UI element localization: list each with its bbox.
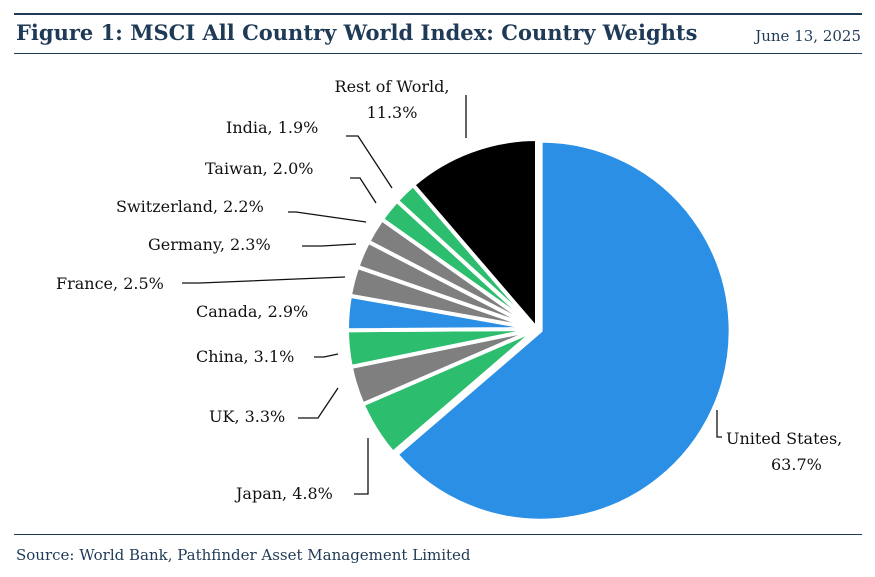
label-taiwan: Taiwan, 2.0% — [205, 159, 313, 178]
leader-china — [314, 353, 339, 358]
slice-labels: United States, 63.7% Japan, 4.8% UK, 3.3% Ch… — [56, 77, 842, 503]
leader-united-states — [716, 410, 722, 438]
label-china: China, 3.1% — [196, 347, 294, 366]
value-label-united-states: 63.7% — [771, 455, 822, 474]
label-uk: UK, 3.3% — [209, 407, 285, 426]
figure-date: June 13, 2025 — [755, 27, 861, 45]
slice-rest-of-world — [411, 137, 539, 331]
label-japan: Japan, 4.8% — [234, 484, 333, 503]
value-label-rest-of-world: 11.3% — [367, 103, 418, 122]
leader-japan — [354, 438, 369, 495]
leader-france — [182, 276, 346, 284]
top-rule — [14, 13, 862, 15]
leader-switzerland — [288, 211, 367, 223]
label-switzerland: Switzerland, 2.2% — [116, 197, 264, 216]
label-germany: Germany, 2.3% — [148, 235, 271, 254]
source-note: Source: World Bank, Pathfinder Asset Man… — [16, 546, 471, 564]
pie-slices — [345, 137, 733, 523]
title-rule — [14, 53, 862, 54]
label-france: France, 2.5% — [56, 274, 164, 293]
slice-united-states — [394, 138, 733, 523]
label-rest-of-world: Rest of World, — [335, 77, 450, 96]
bottom-rule — [14, 534, 862, 535]
figure-title: Figure 1: MSCI All Country World Index: … — [16, 20, 698, 45]
label-india: India, 1.9% — [226, 118, 318, 137]
label-united-states: United States, — [726, 429, 842, 448]
label-canada: Canada, 2.9% — [196, 302, 308, 321]
leader-lines — [182, 95, 722, 495]
leader-india — [346, 135, 393, 189]
leader-uk — [298, 387, 339, 419]
leader-taiwan — [350, 177, 377, 204]
leader-germany — [302, 243, 357, 247]
